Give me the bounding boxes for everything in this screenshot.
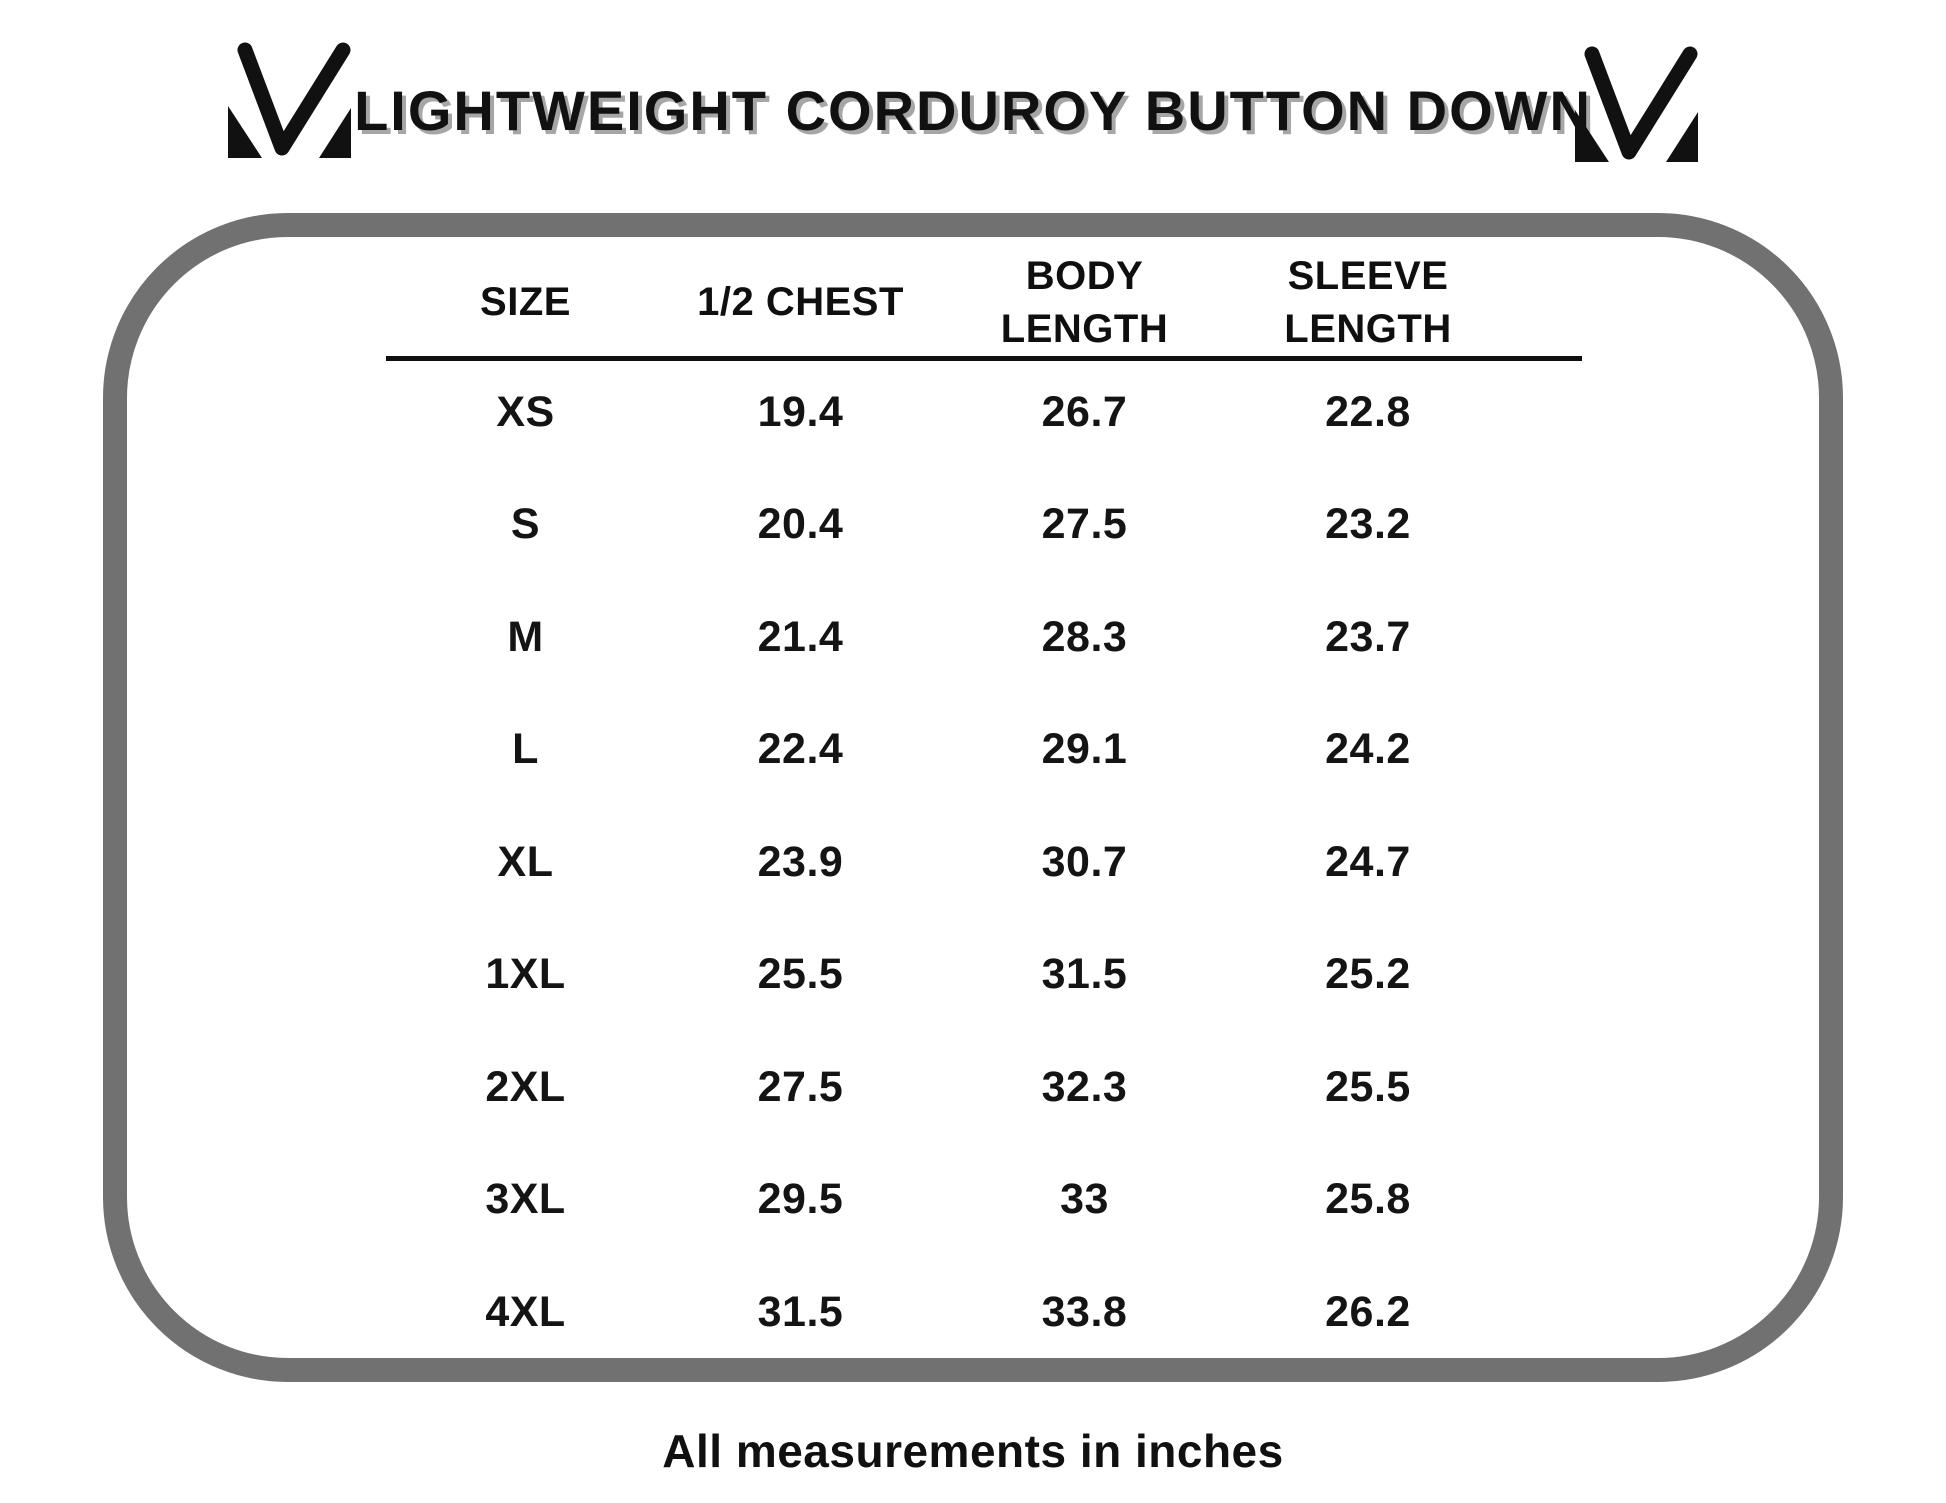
body-length-cell: 26.7 [1041,387,1128,436]
monogram-right-triangle [319,108,351,158]
size-cell: 1XL [485,950,566,999]
size-cell: 2XL [485,1062,566,1111]
chest-cell: 29.5 [757,1175,844,1224]
chest-cell: 23.9 [757,837,844,886]
table-header-row: SIZE 1/2 CHEST BODY LENGTH SLEEVE LENGTH [391,245,1508,360]
body-length-cell: 27.5 [1041,500,1128,549]
sleeve-length-cell: 25.5 [1325,1062,1411,1111]
chest-cell: 20.4 [757,500,844,549]
body-length-cell: 32.3 [1041,1062,1128,1111]
size-table-panel [103,213,1843,1382]
sleeve-length-cell: 23.7 [1325,612,1411,661]
sleeve-length-cell: 25.2 [1325,950,1411,999]
size-cell: 4XL [485,1287,566,1336]
measurements-note: All measurements in inches [662,1425,1284,1477]
column-header-body-length: BODY LENGTH [1000,253,1169,351]
brand-monogram-icon [228,42,351,158]
column-header-sleeve-length: SLEEVE LENGTH [1284,253,1452,351]
monogram-v-stroke [1584,46,1698,160]
monogram-left-triangle [1575,110,1609,162]
body-length-cell: 31.5 [1041,950,1128,999]
chest-cell: 19.4 [757,387,844,436]
chest-cell: 25.5 [757,950,844,999]
header-divider [386,356,1582,361]
chest-cell: 27.5 [757,1062,844,1111]
size-cell: 3XL [485,1175,566,1224]
sleeve-length-cell: 24.7 [1325,837,1411,886]
sleeve-length-cell: 23.2 [1325,500,1411,549]
sleeve-length-cell: 22.8 [1325,387,1411,436]
body-length-cell: 33 [1060,1175,1109,1224]
body-length-cell: 28.3 [1041,612,1128,661]
sleeve-length-cell: 24.2 [1325,725,1411,774]
body-length-cell: 33.8 [1041,1287,1128,1336]
size-table-body: XS 19.4 26.7 22.8 S 20.4 27.5 23.2 M 21.… [391,356,1508,1369]
page-title: LIGHTWEIGHT CORDUROY BUTTON DOWN [354,79,1592,142]
column-header-size: SIZE [480,280,571,324]
size-cell: L [512,725,539,774]
size-cell: XS [496,387,555,436]
body-length-cell: 29.1 [1041,725,1128,774]
monogram-right-triangle [1666,112,1698,162]
size-cell: M [507,612,544,661]
monogram-v-stroke [237,42,351,156]
brand-monogram-icon [1575,46,1698,162]
column-header-half-chest: 1/2 CHEST [697,280,904,324]
size-cell: S [510,500,541,549]
body-length-cell: 30.7 [1041,837,1128,886]
size-cell: XL [497,837,554,886]
chest-cell: 31.5 [757,1287,844,1336]
chest-cell: 22.4 [757,725,844,774]
chest-cell: 21.4 [757,612,844,661]
sleeve-length-cell: 25.8 [1325,1175,1411,1224]
monogram-left-triangle [228,106,262,158]
sleeve-length-cell: 26.2 [1325,1287,1411,1336]
